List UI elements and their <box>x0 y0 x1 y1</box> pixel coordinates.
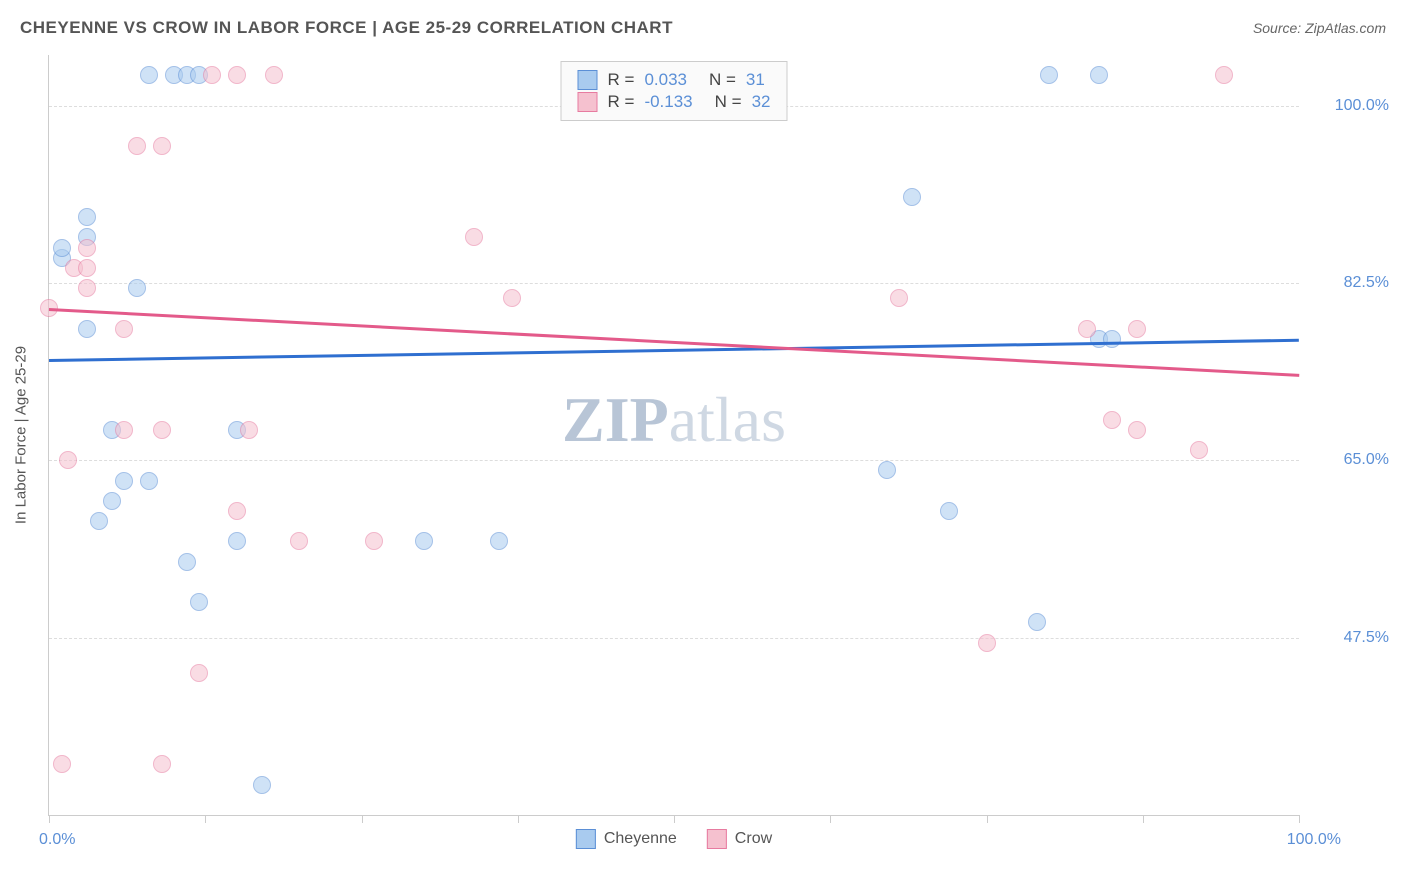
stat-r-value: -0.133 <box>644 92 692 112</box>
gridline <box>49 460 1299 461</box>
scatter-point <box>1078 320 1096 338</box>
scatter-point <box>190 664 208 682</box>
stats-row: R = -0.133 N = 32 <box>578 92 771 112</box>
scatter-point <box>153 421 171 439</box>
scatter-point <box>265 66 283 84</box>
scatter-point <box>128 279 146 297</box>
watermark-bold: ZIP <box>562 384 669 455</box>
x-tick <box>205 815 206 823</box>
source-label: Source: ZipAtlas.com <box>1253 20 1386 36</box>
x-axis-max-label: 100.0% <box>1287 831 1341 849</box>
scatter-point <box>415 532 433 550</box>
y-tick-label: 47.5% <box>1309 629 1389 647</box>
legend-item: Crow <box>707 829 772 849</box>
y-tick-label: 65.0% <box>1309 451 1389 469</box>
scatter-point <box>115 472 133 490</box>
scatter-point <box>490 532 508 550</box>
legend-item: Cheyenne <box>576 829 677 849</box>
scatter-point <box>890 289 908 307</box>
correlation-stats-box: R = 0.033 N = 31 R = -0.133 N = 32 <box>561 61 788 121</box>
chart-title: CHEYENNE VS CROW IN LABOR FORCE | AGE 25… <box>20 18 673 38</box>
scatter-point <box>103 492 121 510</box>
x-tick <box>674 815 675 823</box>
scatter-point <box>228 66 246 84</box>
x-tick <box>49 815 50 823</box>
scatter-point <box>1103 411 1121 429</box>
x-tick <box>362 815 363 823</box>
scatter-point <box>140 66 158 84</box>
scatter-point <box>253 776 271 794</box>
x-tick <box>830 815 831 823</box>
scatter-point <box>78 208 96 226</box>
scatter-point <box>78 320 96 338</box>
scatter-point <box>240 421 258 439</box>
scatter-point <box>903 188 921 206</box>
scatter-point <box>203 66 221 84</box>
scatter-point <box>878 461 896 479</box>
watermark-light: atlas <box>669 384 786 455</box>
series-swatch-icon <box>578 70 598 90</box>
scatter-point <box>90 512 108 530</box>
x-tick <box>1143 815 1144 823</box>
y-axis-title: In Labor Force | Age 25-29 <box>13 346 30 524</box>
scatter-point <box>1028 613 1046 631</box>
scatter-point <box>1128 320 1146 338</box>
gridline <box>49 638 1299 639</box>
scatter-point <box>228 502 246 520</box>
scatter-point <box>978 634 996 652</box>
scatter-point <box>503 289 521 307</box>
scatter-point <box>153 755 171 773</box>
stat-r-value: 0.033 <box>644 70 687 90</box>
scatter-point <box>228 532 246 550</box>
series-swatch-icon <box>578 92 598 112</box>
chart-legend: Cheyenne Crow <box>576 829 772 849</box>
scatter-point <box>1090 66 1108 84</box>
scatter-point <box>53 239 71 257</box>
chart-plot-area: ZIPatlas 47.5%65.0%82.5%100.0% In Labor … <box>48 55 1299 816</box>
legend-label: Crow <box>735 830 772 848</box>
scatter-point <box>1103 330 1121 348</box>
gridline <box>49 283 1299 284</box>
scatter-point <box>290 532 308 550</box>
scatter-point <box>465 228 483 246</box>
legend-swatch-icon <box>707 829 727 849</box>
scatter-point <box>1040 66 1058 84</box>
scatter-point <box>140 472 158 490</box>
scatter-point <box>153 137 171 155</box>
stat-r-label: R = <box>608 70 635 90</box>
x-axis-min-label: 0.0% <box>39 831 75 849</box>
scatter-point <box>1215 66 1233 84</box>
stat-n-value: 31 <box>746 70 765 90</box>
x-tick <box>1299 815 1300 823</box>
stat-n-label: N = <box>709 70 736 90</box>
scatter-point <box>115 320 133 338</box>
legend-label: Cheyenne <box>604 830 677 848</box>
scatter-point <box>1128 421 1146 439</box>
scatter-point <box>53 755 71 773</box>
scatter-point <box>365 532 383 550</box>
scatter-point <box>178 553 196 571</box>
scatter-point <box>59 451 77 469</box>
stat-n-label: N = <box>715 92 742 112</box>
scatter-point <box>115 421 133 439</box>
scatter-point <box>190 593 208 611</box>
stat-r-label: R = <box>608 92 635 112</box>
stats-row: R = 0.033 N = 31 <box>578 70 771 90</box>
y-tick-label: 100.0% <box>1309 97 1389 115</box>
scatter-point <box>940 502 958 520</box>
scatter-point <box>78 239 96 257</box>
watermark: ZIPatlas <box>562 383 786 457</box>
scatter-point <box>128 137 146 155</box>
x-tick <box>518 815 519 823</box>
legend-swatch-icon <box>576 829 596 849</box>
x-tick <box>987 815 988 823</box>
stat-n-value: 32 <box>752 92 771 112</box>
chart-header: CHEYENNE VS CROW IN LABOR FORCE | AGE 25… <box>20 18 1386 38</box>
y-tick-label: 82.5% <box>1309 274 1389 292</box>
scatter-point <box>78 259 96 277</box>
scatter-point <box>1190 441 1208 459</box>
scatter-point <box>78 279 96 297</box>
